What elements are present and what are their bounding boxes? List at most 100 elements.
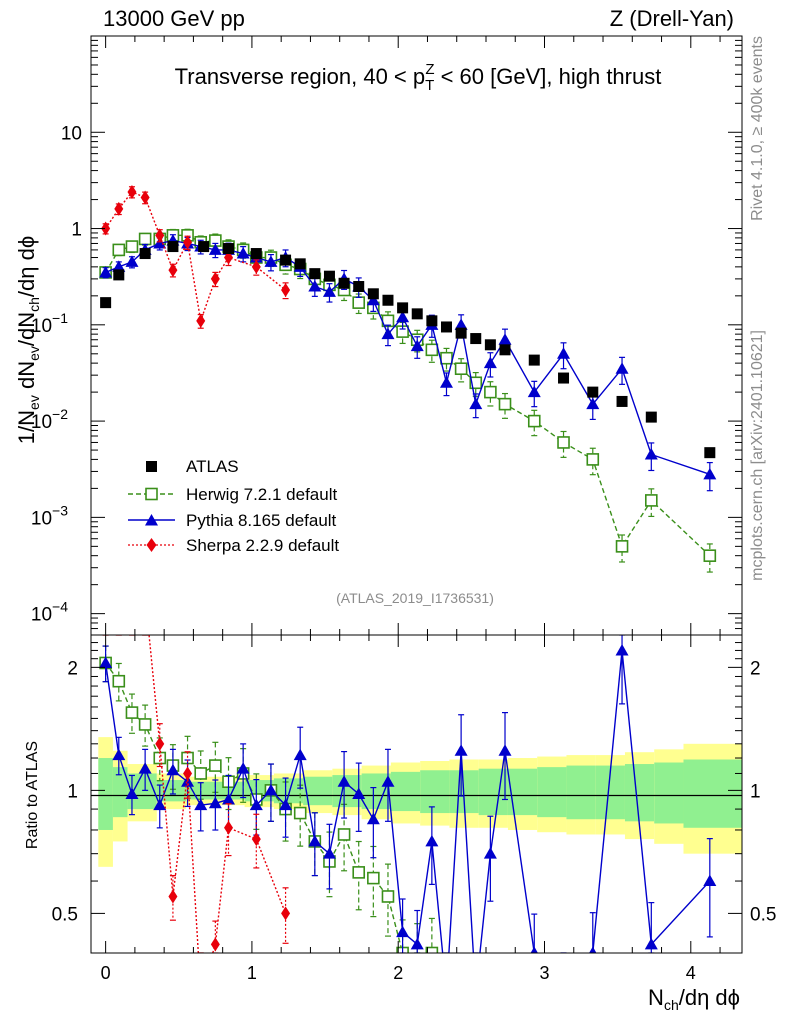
main-herwig-point	[425, 343, 439, 357]
ratio-y-tick-label-left: 1	[67, 781, 78, 802]
main-herwig-point	[352, 296, 366, 309]
main-pythia-point	[410, 339, 424, 352]
ratio-herwig-point	[367, 871, 380, 885]
main-atlas-point	[167, 241, 179, 253]
ratio-pythia-point	[166, 763, 180, 776]
ratio-band-inner	[112, 767, 128, 818]
side-mcplots-label: mcplots.cern.ch [arXiv:2401.10621]	[749, 330, 766, 581]
legend-atlas-label: ATLAS	[186, 457, 239, 476]
main-pythia-point	[615, 362, 629, 374]
main-herwig-point	[615, 540, 629, 553]
main-atlas-point	[411, 308, 423, 320]
ratio-pythia-point	[337, 775, 351, 787]
main-pythia-point	[439, 376, 453, 388]
ratio-herwig-point	[337, 828, 351, 841]
main-sherpa-point	[196, 313, 206, 328]
main-atlas-point	[382, 294, 394, 306]
main-sherpa-point	[224, 250, 234, 265]
main-atlas-point	[223, 243, 235, 255]
legend-pythia-label: Pythia 8.165 default	[186, 511, 337, 530]
x-tick-label: 3	[539, 963, 549, 983]
main-atlas-series	[100, 241, 716, 459]
main-pythia-point	[586, 397, 600, 410]
ratio-frame-border	[90, 634, 743, 954]
main-sherpa-point	[155, 228, 165, 243]
main-pythia-point	[153, 236, 167, 249]
x-tick-label: 0	[101, 963, 111, 983]
ratio-pythia-point	[112, 748, 126, 761]
main-atlas-point	[528, 354, 540, 366]
ratio-band-inner	[683, 759, 742, 828]
region-title: Transverse region, 40 < pTZ < 60 [GeV], …	[175, 61, 662, 94]
ratio-pythia-point	[454, 744, 468, 756]
main-pythia-point	[396, 310, 410, 323]
main-sherpa-point	[281, 282, 291, 297]
main-pythia-point	[208, 243, 222, 255]
main-herwig-point	[527, 414, 541, 428]
main-atlas-point	[309, 268, 321, 280]
main-herwig-point	[138, 232, 152, 246]
ratio-band-inner	[420, 770, 450, 814]
ratio-band-inner	[624, 764, 655, 822]
main-pythia-point	[264, 255, 278, 267]
main-atlas-point	[353, 281, 365, 293]
ratio-sherpa-point	[281, 906, 291, 921]
y-tick-exponent: −1	[52, 310, 68, 326]
y-tick-label: 1	[71, 220, 82, 241]
ratio-band-inner	[654, 762, 684, 824]
main-herwig-point	[703, 549, 717, 562]
legend: ATLAS Herwig 7.2.1 default Pythia 8.165 …	[128, 457, 339, 555]
ratio-pythia-point	[483, 847, 497, 859]
legend-herwig-label: Herwig 7.2.1 default	[186, 485, 337, 504]
ratio-pythia-point	[208, 796, 222, 809]
ratio-herwig-point	[194, 767, 208, 780]
main-atlas-point	[100, 297, 112, 309]
main-herwig-point	[586, 453, 600, 466]
main-herwig-point	[498, 397, 512, 411]
x-axis-title: Nch/dη dϕ	[648, 985, 740, 1013]
main-atlas-point	[616, 395, 628, 407]
ratio-pythia-point	[222, 792, 236, 805]
ratio-herwig-point	[153, 751, 167, 765]
main-pythia-point	[469, 397, 483, 410]
main-atlas-point	[470, 333, 482, 345]
ratio-pythia-point	[308, 834, 322, 847]
ratio-pythia-point	[366, 812, 380, 825]
ratio-band-inner	[98, 758, 113, 830]
main-sherpa-point	[114, 201, 124, 216]
ratio-pythia-point	[138, 762, 152, 774]
ratio-pythia-point	[264, 783, 278, 796]
main-pythia-point	[125, 255, 139, 267]
main-herwig-point	[454, 362, 468, 376]
ratio-y-tick-label-right: 0.5	[750, 904, 776, 925]
main-atlas-point	[587, 386, 599, 398]
ratio-band-inner	[390, 771, 421, 812]
ratio-y-tick-label-left: 2	[67, 658, 78, 679]
main-atlas-point	[323, 270, 335, 282]
main-sherpa-point	[251, 259, 261, 274]
ratio-pythia-point	[194, 798, 208, 811]
ratio-pythia-point	[498, 744, 512, 756]
region-title-main: Transverse region, 40 < p	[175, 64, 426, 89]
y-tick-label: 10−3	[31, 502, 68, 529]
ratio-herwig-point	[293, 806, 307, 820]
ratio-y-tick-label-right: 1	[750, 781, 761, 802]
ratio-pythia-point	[703, 874, 717, 887]
main-pythia-point	[99, 265, 113, 278]
ratio-sherpa-line	[148, 635, 287, 953]
ratio-pythia-point	[396, 925, 410, 938]
y-tick-exponent: −3	[52, 502, 68, 518]
ratio-y-axis-title: Ratio to ATLAS	[24, 741, 41, 849]
ratio-y-tick-label-right: 2	[750, 658, 761, 679]
y-tick-label: 10	[61, 123, 82, 144]
ratio-pythia-point	[615, 643, 629, 656]
legend-sherpa-marker	[146, 538, 157, 552]
ratio-herwig-point	[209, 759, 222, 772]
ratio-sherpa-point	[183, 766, 193, 781]
main-atlas-point	[139, 248, 151, 260]
ratio-band-inner	[566, 765, 596, 820]
ratio-pythia-point	[236, 762, 250, 774]
ratio-pythia-point	[99, 656, 113, 668]
y-tick-label: 10−4	[31, 599, 68, 626]
ratio-pythia-point	[279, 798, 293, 811]
